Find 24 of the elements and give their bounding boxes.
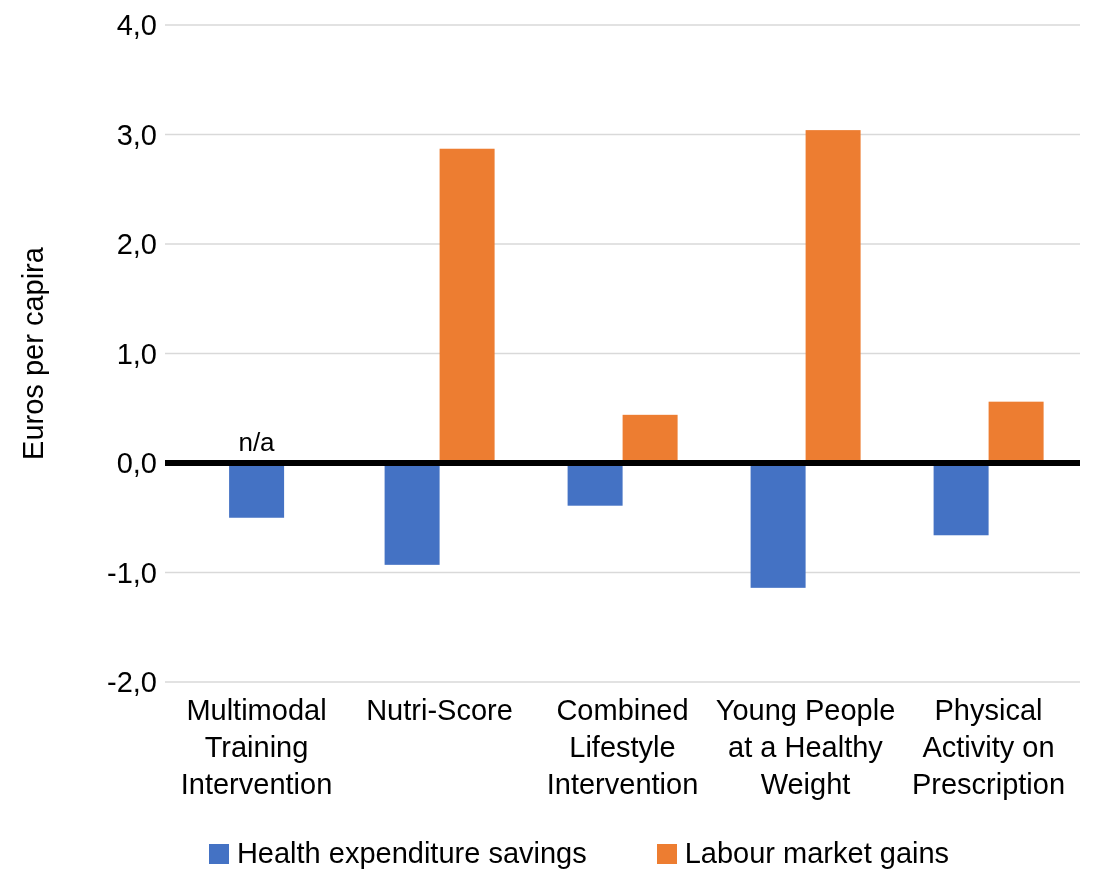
x-tick-label: Nutri-Score — [365, 693, 514, 728]
y-axis-title: Euros per capira — [17, 246, 50, 460]
bar — [750, 463, 806, 588]
bar — [805, 130, 861, 463]
bar — [384, 463, 440, 565]
y-tick-label: 0,0 — [116, 447, 157, 480]
legend-label: Labour market gains — [684, 837, 950, 870]
y-tick-label: 1,0 — [116, 337, 157, 370]
bar — [567, 463, 623, 506]
bar — [439, 148, 495, 463]
annotation: n/a — [238, 427, 276, 457]
x-tick-label: Young People at a Healthy Weight — [714, 693, 897, 802]
legend-label: Health expenditure savings — [236, 837, 587, 870]
y-tick-label: 3,0 — [116, 118, 157, 151]
x-tick-label: Combined Lifestyle Intervention — [545, 693, 700, 802]
bar — [988, 401, 1044, 463]
x-tick-label: Multimodal Training Intervention — [179, 693, 334, 802]
y-tick-label: 2,0 — [116, 228, 157, 261]
x-tick-label: Physical Activity on Prescription — [910, 693, 1067, 802]
bar — [622, 414, 678, 463]
y-tick-label: 4,0 — [116, 9, 157, 42]
y-tick-label: -1,0 — [107, 556, 157, 589]
bar — [933, 463, 989, 536]
y-tick-label: -2,0 — [107, 666, 157, 699]
